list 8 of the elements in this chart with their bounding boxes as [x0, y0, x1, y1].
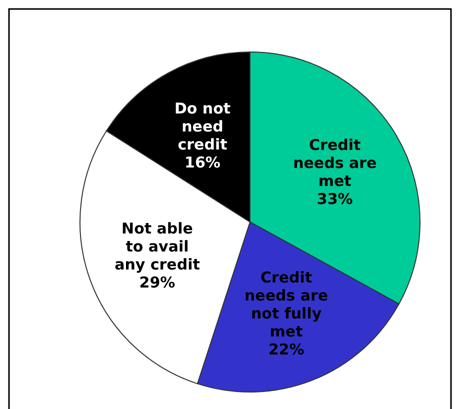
- data-label: 16%: [184, 154, 220, 172]
- data-label: 22%: [268, 340, 304, 359]
- data-label: 29%: [139, 273, 176, 292]
- slice-label: Credit needs are met: [293, 136, 377, 190]
- slice-label: Do not need credit: [174, 100, 231, 154]
- slice-label: Credit needs are not fully met: [244, 268, 328, 341]
- data-label: 33%: [316, 190, 353, 208]
- slice-label: Not able to avail any credit: [114, 219, 200, 274]
